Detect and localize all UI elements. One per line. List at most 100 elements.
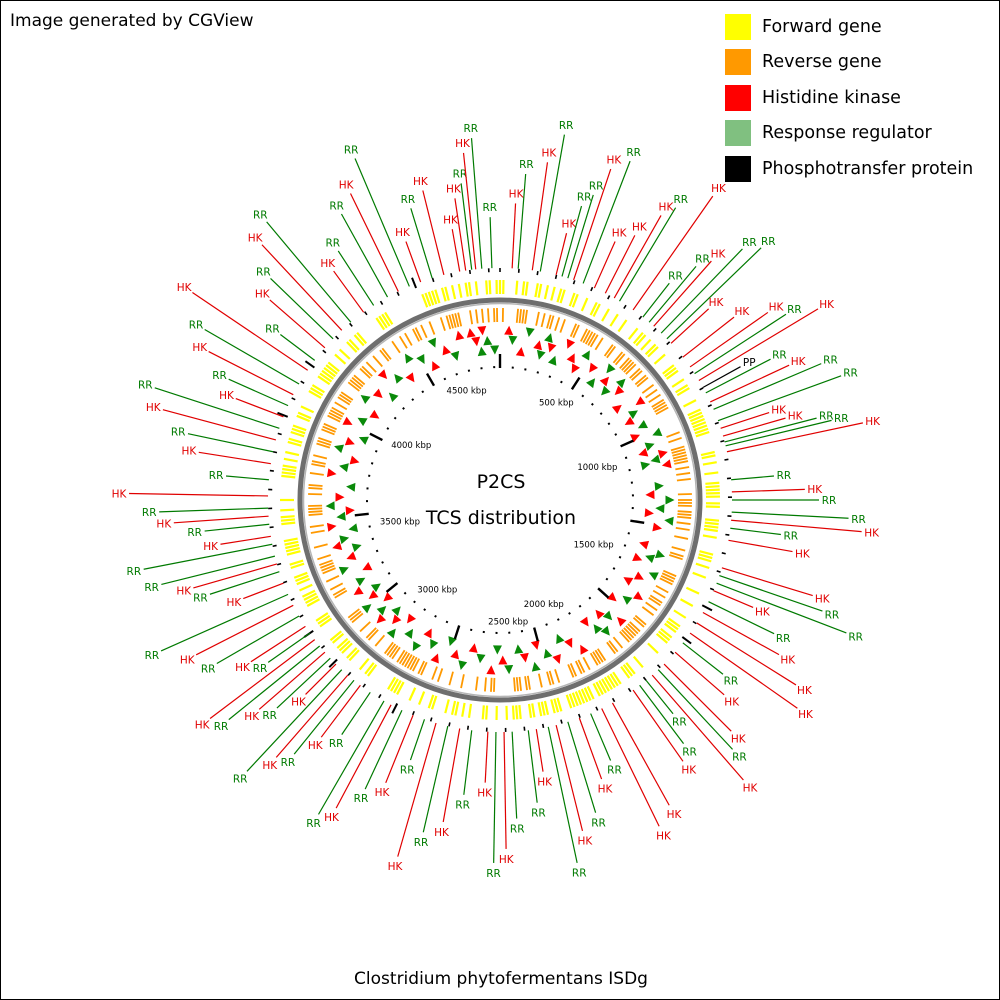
reverse-gene-mark xyxy=(524,676,528,691)
forward-gene-mark xyxy=(348,338,360,351)
feature-callout-line xyxy=(547,726,578,864)
rr-feature-label: RR xyxy=(400,764,415,776)
rr-feature-label: RR xyxy=(819,411,834,423)
reverse-gene-mark xyxy=(592,651,602,665)
rr-feature-label: RR xyxy=(724,675,739,687)
forward-gene-mark xyxy=(485,705,489,720)
rr-marker xyxy=(361,604,372,614)
scale-tick xyxy=(453,625,461,640)
reverse-gene-mark xyxy=(559,319,566,333)
forward-gene-mark xyxy=(540,701,546,716)
rr-marker xyxy=(430,639,439,650)
reverse-gene-mark xyxy=(621,629,633,641)
reverse-gene-mark xyxy=(383,641,394,655)
reverse-gene-mark xyxy=(308,484,323,487)
rr-feature-label: RR xyxy=(787,304,802,316)
scale-label: 1000 kbp xyxy=(577,463,617,473)
legend-item-histidine-kinase: Histidine kinase xyxy=(725,80,973,116)
hk-feature-label: HK xyxy=(632,221,648,233)
forward-gene-mark xyxy=(527,703,533,718)
rr-feature-label: RR xyxy=(281,757,296,769)
feature-callout-line xyxy=(320,684,361,738)
reverse-gene-mark xyxy=(457,312,463,327)
reverse-gene-mark xyxy=(677,513,692,516)
forward-gene-mark xyxy=(281,474,296,479)
forward-gene-mark xyxy=(675,384,689,394)
reverse-gene-mark xyxy=(439,317,446,331)
forward-gene-mark xyxy=(617,319,628,333)
hk-marker xyxy=(632,591,643,601)
hk-feature-label: HK xyxy=(195,719,211,731)
legend-swatch-response-regulator xyxy=(725,120,751,147)
reverse-gene-mark xyxy=(308,507,323,510)
forward-gene-mark xyxy=(704,524,719,529)
forward-gene-mark xyxy=(518,704,522,720)
reverse-gene-mark xyxy=(469,310,474,325)
reverse-gene-mark xyxy=(329,582,344,591)
forward-gene-mark xyxy=(695,562,710,570)
hk-marker xyxy=(468,643,478,653)
tcs-position-tick xyxy=(282,580,288,584)
reverse-gene-mark xyxy=(652,589,666,599)
reverse-gene-mark xyxy=(518,676,522,691)
rr-feature-label: RR xyxy=(591,817,606,829)
scale-tick xyxy=(455,372,458,376)
reverse-gene-mark xyxy=(569,323,578,337)
feature-callout-line xyxy=(702,611,780,656)
rr-marker xyxy=(665,495,675,505)
reverse-gene-mark xyxy=(569,663,578,677)
forward-gene-mark xyxy=(666,369,679,380)
tcs-position-tick xyxy=(429,717,433,722)
feature-callout-line xyxy=(632,195,714,311)
hk-feature-label: HK xyxy=(667,809,683,821)
tcs-position-tick xyxy=(379,300,384,305)
rr-feature-label: RR xyxy=(329,738,344,750)
forward-gene-mark xyxy=(589,301,598,316)
tcs-position-tick xyxy=(572,280,576,285)
feature-callout-line xyxy=(642,282,670,318)
forward-gene-mark xyxy=(338,348,351,360)
hk-marker xyxy=(486,665,496,675)
reverse-gene-mark xyxy=(481,308,485,323)
tcs-position-tick xyxy=(689,370,694,375)
rr-marker xyxy=(404,353,414,364)
feature-callout-line xyxy=(422,725,449,833)
hk-marker xyxy=(344,436,355,446)
reverse-gene-mark xyxy=(677,515,692,519)
hk-feature-label: HK xyxy=(795,548,811,560)
forward-gene-mark xyxy=(622,664,633,677)
reverse-gene-mark xyxy=(584,331,594,345)
forward-gene-mark xyxy=(700,450,715,457)
scale-label: 4000 kbp xyxy=(391,441,431,451)
reverse-gene-mark xyxy=(374,634,386,647)
feature-callout-line xyxy=(645,679,674,715)
feature-callout-line xyxy=(511,203,517,269)
feature-callout-line xyxy=(267,632,311,663)
forward-gene-mark xyxy=(287,440,302,447)
rr-marker xyxy=(339,535,350,545)
forward-gene-mark xyxy=(467,282,473,297)
feature-callout-line xyxy=(235,398,284,418)
tcs-position-tick xyxy=(707,404,712,408)
hk-marker xyxy=(519,652,529,663)
forward-gene-mark xyxy=(698,553,713,560)
hk-marker xyxy=(430,653,439,664)
reverse-gene-mark xyxy=(577,659,586,673)
rr-marker xyxy=(348,523,359,533)
rr-marker xyxy=(640,461,651,471)
hk-marker xyxy=(432,361,441,372)
forward-gene-mark xyxy=(550,286,556,301)
hk-marker xyxy=(611,404,622,414)
rr-feature-label: RR xyxy=(772,350,787,362)
reverse-gene-track xyxy=(308,308,692,692)
hk-feature-label: HK xyxy=(180,654,196,666)
rr-marker xyxy=(358,436,369,445)
rr-marker xyxy=(547,355,557,366)
feature-callout-line xyxy=(613,215,662,299)
feature-callout-line xyxy=(354,158,410,287)
tcs-position-tick xyxy=(560,719,563,724)
reverse-gene-mark xyxy=(594,337,604,351)
forward-gene-mark xyxy=(586,685,595,700)
